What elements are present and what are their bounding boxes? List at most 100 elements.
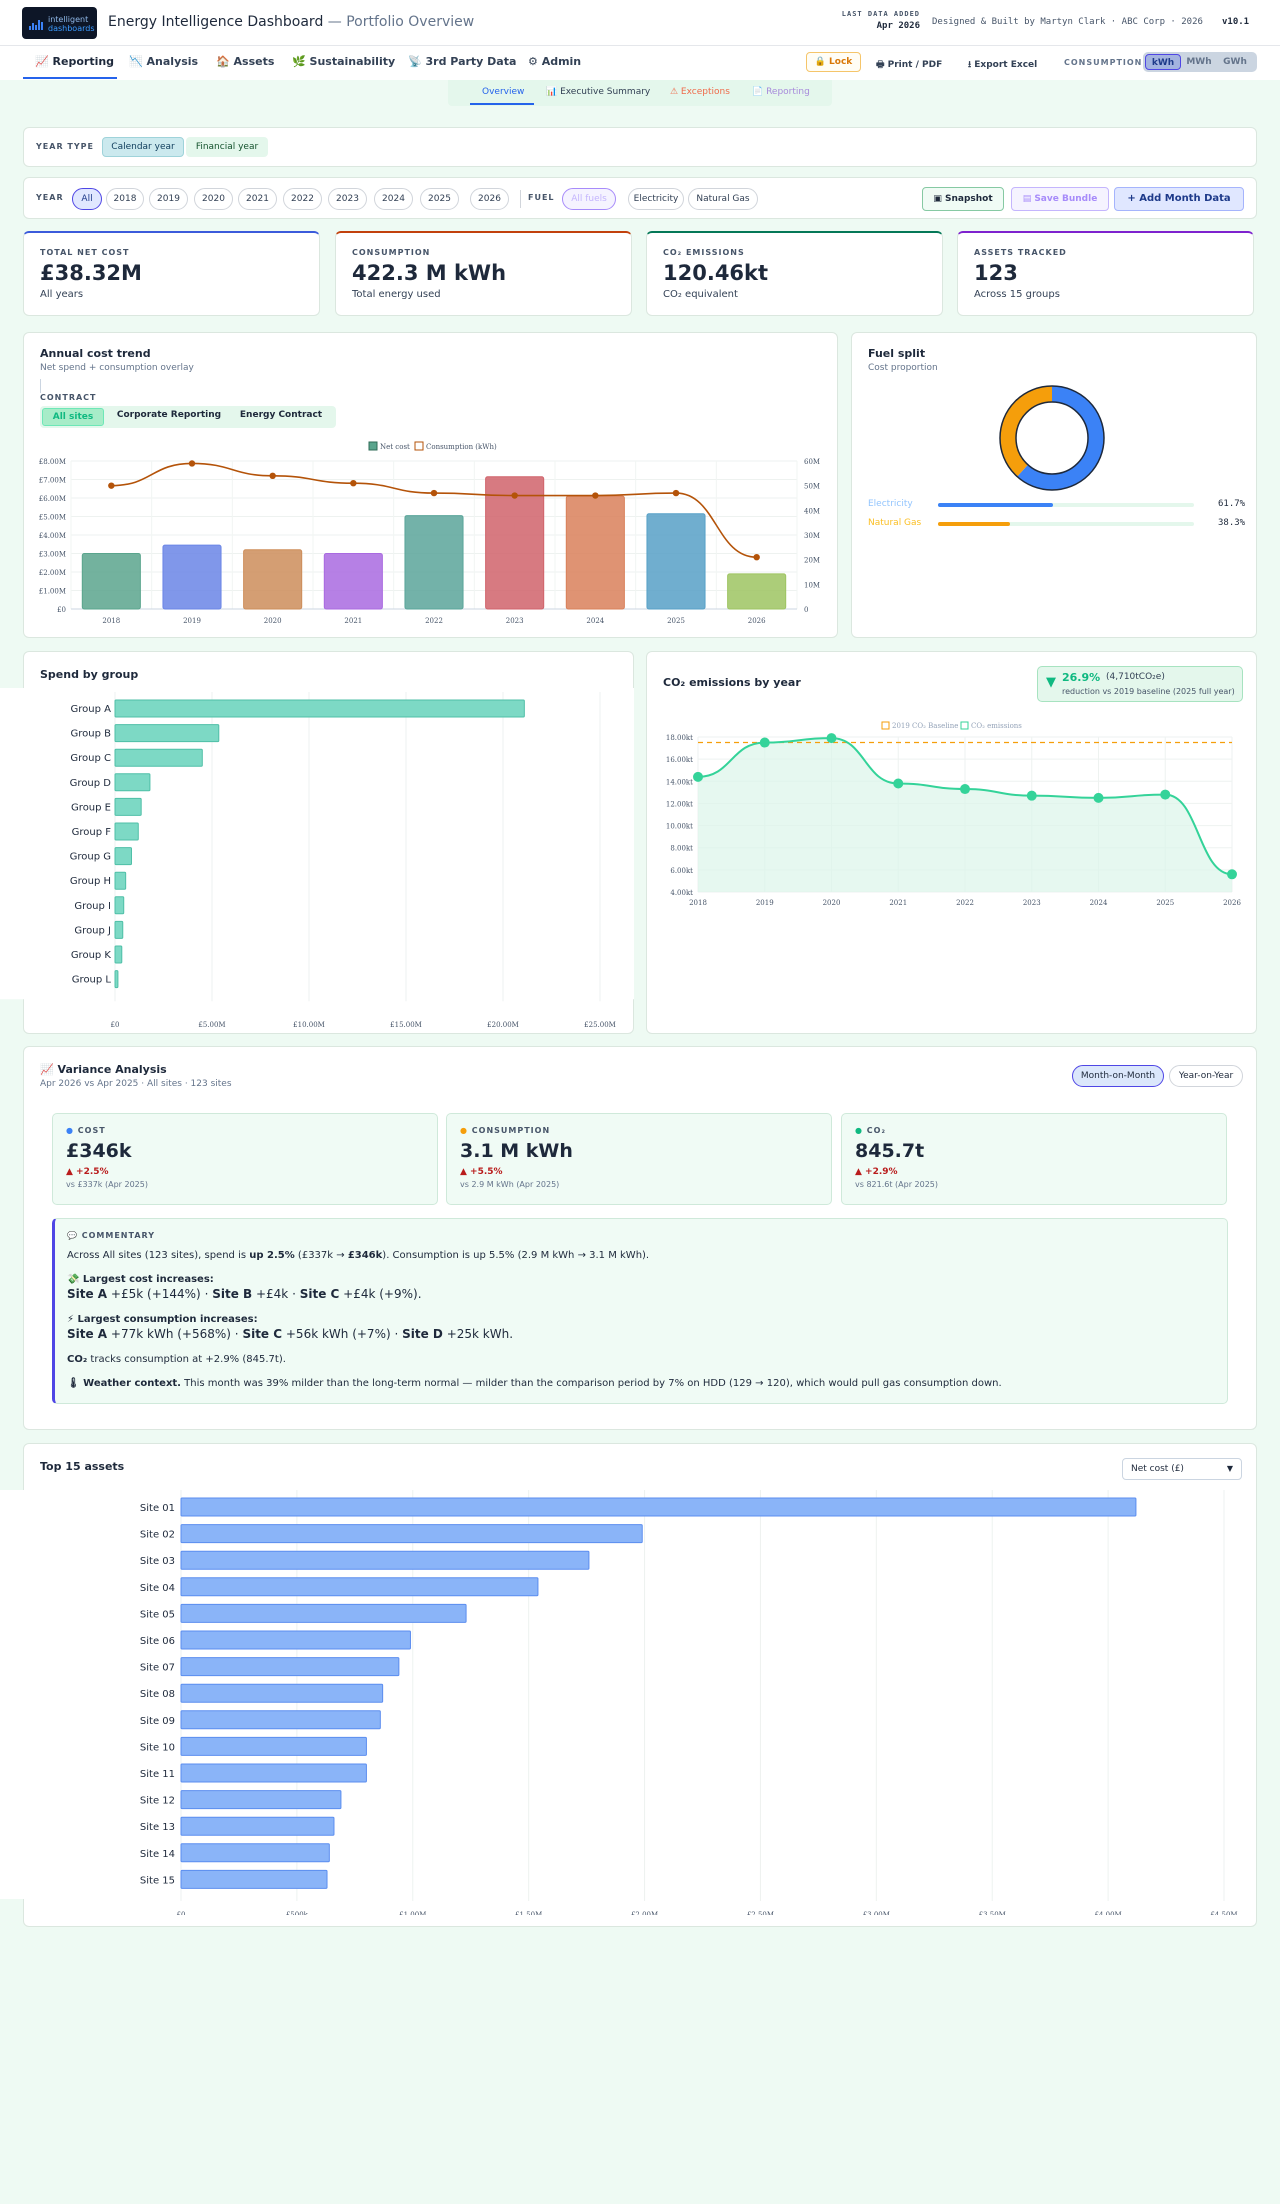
year-pill-2021[interactable]: 2021 (238, 188, 277, 210)
year-pill-2018[interactable]: 2018 (106, 188, 144, 210)
bar-2021[interactable] (323, 553, 383, 610)
print-pdf-button[interactable]: 🖶 Print / PDF (876, 60, 943, 70)
group-bar-group-a[interactable] (114, 699, 525, 718)
asset-bar-site-11[interactable] (180, 1763, 367, 1783)
subtab-overview[interactable]: Overview (482, 87, 525, 97)
group-bar-group-e[interactable] (114, 797, 142, 816)
asset-bar-site-13[interactable] (180, 1816, 335, 1836)
consumption-point-2022[interactable] (430, 489, 438, 497)
asset-bar-site-04[interactable] (180, 1577, 539, 1597)
tab-admin[interactable]: ⚙ Admin (528, 55, 582, 68)
bar-2020[interactable] (243, 549, 303, 610)
group-bar-group-g[interactable] (114, 847, 132, 866)
asset-bar-site-05[interactable] (180, 1603, 467, 1623)
tab-reporting[interactable]: 📈 Reporting (35, 55, 115, 68)
group-bar-group-d[interactable] (114, 773, 151, 792)
metric-select[interactable]: Net cost (£) ▼ (1122, 1458, 1242, 1480)
year-pill-2019[interactable]: 2019 (149, 188, 188, 210)
group-bar-group-c[interactable] (114, 748, 203, 767)
year-pill-2020[interactable]: 2020 (194, 188, 233, 210)
co2-point-2021[interactable] (893, 778, 904, 789)
unit-toggle: kWh MWh GWh (1143, 52, 1257, 72)
fuel-pill-0[interactable]: All fuels (562, 188, 616, 210)
group-bar-group-h[interactable] (114, 871, 127, 890)
bar-2024[interactable] (565, 495, 625, 610)
group-bar-group-k[interactable] (114, 945, 123, 964)
donut-slice-electricity[interactable] (1017, 386, 1104, 490)
add-month-data-button[interactable]: + Add Month Data (1114, 187, 1244, 211)
bar-2023[interactable] (485, 476, 545, 610)
bar-2025[interactable] (646, 513, 706, 610)
fuel-pill-2[interactable]: Natural Gas (688, 188, 758, 210)
donut-slice-natural-gas[interactable] (1000, 386, 1053, 477)
brand-logo[interactable]: intelligent dashboards (22, 7, 97, 39)
year-pill-2022[interactable]: 2022 (283, 188, 322, 210)
year-pill-2024[interactable]: 2024 (374, 188, 413, 210)
lock-button[interactable]: 🔒 Lock (806, 52, 861, 72)
tab-sustainability[interactable]: 🌿 Sustainability (292, 55, 396, 68)
tab-3rd-party-data[interactable]: 📡 3rd Party Data (408, 55, 517, 68)
subtab-executive-summary[interactable]: 📊 Executive Summary (546, 87, 651, 97)
co2-point-2023[interactable] (1026, 790, 1037, 801)
co2-point-2018[interactable] (693, 771, 703, 782)
consumption-point-2023[interactable] (511, 492, 518, 499)
mode-month-on-month[interactable]: Month-on-Month (1072, 1065, 1164, 1087)
tab-assets[interactable]: 🏠 Assets (216, 55, 275, 68)
consumption-point-2020[interactable] (269, 472, 276, 479)
co2-point-2026[interactable] (1227, 869, 1237, 880)
contract-all-sites[interactable]: All sites (42, 408, 104, 426)
contract-energy-contract[interactable]: Energy Contract (239, 410, 323, 420)
unit-kwh[interactable]: kWh (1145, 54, 1181, 70)
consumption-point-2024[interactable] (592, 492, 599, 499)
year-pill-all[interactable]: All (72, 188, 102, 210)
year-pill-2025[interactable]: 2025 (420, 188, 459, 210)
asset-bar-site-02[interactable] (180, 1524, 643, 1544)
year-pill-2023[interactable]: 2023 (328, 188, 367, 210)
asset-bar-site-10[interactable] (180, 1736, 367, 1756)
asset-bar-site-06[interactable] (180, 1630, 411, 1650)
asset-bar-site-08[interactable] (180, 1683, 384, 1703)
consumption-point-2018[interactable] (108, 482, 115, 489)
snapshot-button[interactable]: ▣ Snapshot (922, 187, 1004, 211)
co2-point-2022[interactable] (960, 784, 970, 795)
y-tick-label: £7.00M (39, 477, 66, 485)
year-pill-2026[interactable]: 2026 (470, 188, 509, 210)
save-bundle-button[interactable]: ▤ Save Bundle (1011, 187, 1109, 211)
asset-bar-site-03[interactable] (180, 1550, 590, 1570)
contract-corporate-reporting[interactable]: Corporate Reporting (116, 410, 222, 420)
subtab-exceptions[interactable]: ⚠ Exceptions (670, 87, 730, 97)
consumption-point-2021[interactable] (350, 480, 357, 487)
financial-year-button[interactable]: Financial year (186, 137, 268, 157)
bar-2019[interactable] (162, 544, 222, 610)
co2-point-2019[interactable] (759, 737, 770, 748)
subtab-reporting[interactable]: 📄 Reporting (752, 87, 810, 97)
bar-2022[interactable] (404, 515, 464, 610)
camera-icon: ▣ (933, 194, 945, 204)
group-bar-group-i[interactable] (114, 896, 125, 915)
asset-bar-site-07[interactable] (180, 1657, 400, 1677)
unit-mwh[interactable]: MWh (1186, 57, 1212, 67)
unit-gwh[interactable]: GWh (1223, 57, 1247, 67)
asset-bar-site-15[interactable] (180, 1869, 328, 1889)
co2-point-2020[interactable] (826, 733, 837, 744)
consumption-point-2025[interactable] (672, 489, 680, 497)
bar-2026[interactable] (727, 573, 787, 610)
group-bar-group-j[interactable] (114, 920, 124, 939)
tab-analysis[interactable]: 📉 Analysis (129, 55, 199, 68)
mode-year-on-year[interactable]: Year-on-Year (1169, 1065, 1243, 1087)
co2-point-2024[interactable] (1093, 792, 1104, 803)
consumption-point-2026[interactable] (753, 554, 760, 561)
asset-bar-site-01[interactable] (180, 1497, 1137, 1517)
asset-bar-site-14[interactable] (180, 1843, 330, 1863)
fuel-pill-1[interactable]: Electricity (628, 188, 684, 210)
export-excel-button[interactable]: ⭳ Export Excel (968, 60, 1038, 70)
co2-point-2025[interactable] (1160, 789, 1171, 800)
group-bar-group-l[interactable] (114, 970, 119, 989)
asset-bar-site-12[interactable] (180, 1790, 342, 1810)
calendar-year-button[interactable]: Calendar year (102, 137, 184, 157)
asset-bar-site-09[interactable] (180, 1710, 381, 1730)
consumption-point-2019[interactable] (188, 460, 196, 467)
group-bar-group-f[interactable] (114, 822, 139, 841)
group-bar-group-b[interactable] (114, 724, 220, 743)
bar-2018[interactable] (81, 553, 141, 610)
